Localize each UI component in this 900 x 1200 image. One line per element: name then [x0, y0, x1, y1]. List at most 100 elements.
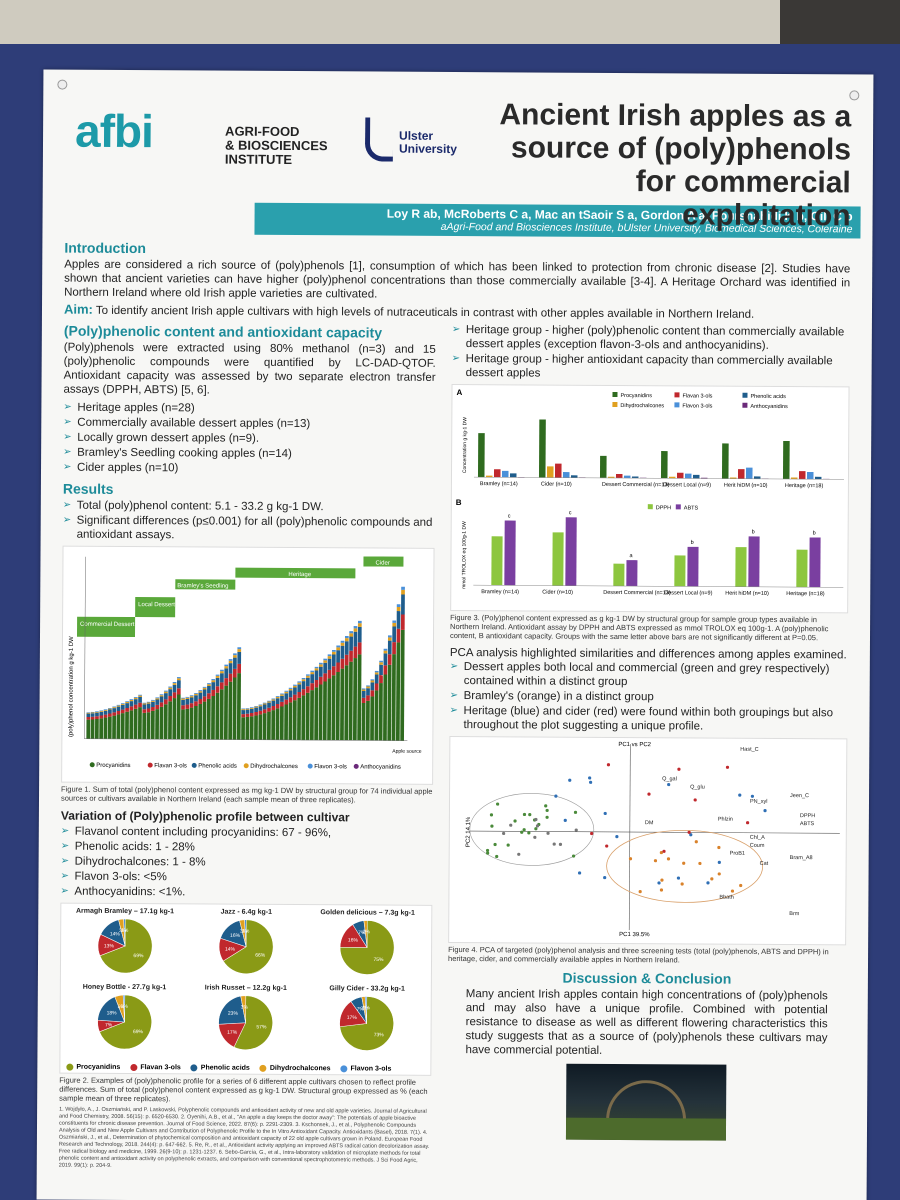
fig1-bar-segment	[340, 640, 345, 643]
orchard-photo	[565, 1063, 727, 1141]
fig1-bar-segment	[271, 699, 276, 701]
fig1-bar-segment	[220, 671, 224, 674]
fig1-bar-segment	[159, 695, 164, 697]
pca-variable-label: Phlzin	[718, 817, 733, 823]
fig1-bar-segment	[159, 696, 164, 703]
fig1-bar-segment	[207, 685, 211, 694]
group-banner	[175, 579, 236, 590]
fig1-bar-segment	[366, 695, 370, 701]
pca-point	[552, 842, 556, 846]
pie-slice	[99, 918, 153, 974]
fig3a-bar	[737, 469, 745, 479]
intro-heading: Introduction	[64, 239, 147, 257]
institute-name: AGRI-FOOD & BIOSCIENCES INSTITUTE	[224, 123, 328, 167]
fig1-bar-segment	[228, 659, 233, 661]
fig1-bar-segment	[374, 672, 379, 675]
pca-points	[485, 763, 767, 894]
panel-a-label: A	[456, 388, 462, 397]
fig1-bar-segment	[262, 713, 267, 740]
figure-1-caption: Figure 1. Sum of total (poly)phenol cont…	[60, 784, 433, 805]
fig1-bar-segment	[344, 641, 349, 655]
x-axis	[473, 584, 844, 588]
fig1-bar-segment	[336, 662, 340, 673]
svg-text:Procyanidins: Procyanidins	[96, 763, 130, 769]
fig1-bar-segment	[391, 654, 396, 741]
fig1-bar-segment	[198, 690, 203, 692]
fig1-bar-segment	[185, 696, 190, 698]
fig1-bar-segment	[301, 695, 306, 741]
fig3b-category-labels: Bramley (n=14) Cider (n=10) Dessert Commer…	[481, 589, 825, 597]
fig1-bar-segment	[215, 692, 220, 740]
fig1-bar-segment	[241, 708, 246, 710]
fig1-bar-segment	[241, 709, 246, 711]
fig3b-significance-letter: b	[813, 531, 816, 537]
fig1-bar-segment	[103, 709, 108, 711]
fig1-bar-segment	[198, 703, 203, 740]
pie-slice-label: 17%	[347, 1015, 358, 1021]
fig1-bar-segment	[163, 704, 168, 740]
fig1-bar-segment	[349, 631, 354, 634]
fig1-bar-segment	[133, 696, 138, 698]
svg-text:Anthocyanidins: Anthocyanidins	[360, 764, 401, 770]
pca-point	[522, 828, 526, 832]
fig1-bar-segment	[340, 668, 345, 741]
fig3b-tick-label: Dessert Local (n=9)	[664, 590, 712, 596]
fig1-bar-segment	[202, 687, 207, 690]
fig1-bar-segment	[267, 707, 271, 712]
fig1-bar-segment	[146, 712, 151, 740]
pca-point	[493, 842, 497, 847]
fig1-bar-segment	[185, 708, 190, 740]
fig1-bar-segment	[383, 653, 388, 666]
fig3a-tick-label: Cider (n=10)	[541, 482, 572, 488]
fig3a-bar	[546, 466, 554, 478]
fig3a-bar	[554, 463, 562, 478]
pie-slice-label: 73%	[374, 1032, 385, 1038]
fig1-bar-segment	[125, 701, 130, 702]
fig1-bar-segment	[95, 711, 99, 712]
fig1-bar-segment	[146, 703, 151, 709]
fig1-bar-segment	[336, 647, 341, 651]
fig1-bar-segment	[233, 657, 237, 669]
fig1-bar-segment	[267, 701, 271, 703]
pca-list: Dessert apples both local and commercial…	[449, 660, 847, 734]
pca-point	[603, 811, 607, 816]
fig1-bar-segment	[366, 688, 370, 696]
list-item: Dessert apples both local and commercial…	[450, 660, 848, 690]
fig1-bar-segment	[172, 698, 177, 740]
pca-point	[545, 808, 549, 813]
fig1-bar-segment	[366, 686, 370, 689]
fig1-bar-segment	[323, 660, 328, 663]
fig1-bar-segment	[120, 703, 125, 704]
fig1-bar-segment	[293, 685, 297, 688]
fig1-bar-segment	[305, 692, 310, 741]
pca-point	[689, 833, 693, 837]
fig3a-bar	[538, 419, 546, 478]
pca-point	[513, 819, 517, 823]
fig3b-bar	[552, 532, 564, 586]
pca-point	[554, 794, 558, 798]
fig1-bar-segment	[129, 701, 134, 707]
fig1-bar-segment	[301, 679, 306, 682]
fig1-bar-segment	[185, 704, 190, 709]
fig1-bar-segment	[401, 589, 405, 595]
fig3b-significance-letter: c	[569, 510, 572, 516]
fig1-bar-segment	[168, 689, 173, 697]
svg-text:Flavon 3-ols: Flavon 3-ols	[682, 403, 712, 409]
list-item: Flavanol content including procyanidins:…	[61, 825, 433, 841]
pca-point	[563, 818, 567, 822]
pca-point	[520, 830, 524, 834]
fig1-bar-segment	[275, 698, 280, 705]
fig1-bar-segment	[293, 684, 297, 686]
fig1-bar-segment	[146, 708, 151, 713]
fig1-bar-segment	[189, 703, 194, 708]
fig3a-bar	[623, 475, 631, 479]
fig1-bar-segment	[400, 629, 405, 741]
fig1-bar-segment	[254, 715, 258, 740]
pca-variable-label: Brm	[789, 911, 800, 917]
fig1-bar-segment	[288, 697, 293, 703]
pie-slice-label: 2%	[363, 929, 371, 935]
pca-point	[750, 794, 755, 798]
fig1-bar-segment	[383, 648, 388, 651]
fig3a-bar	[509, 473, 517, 478]
pca-point	[490, 824, 494, 828]
